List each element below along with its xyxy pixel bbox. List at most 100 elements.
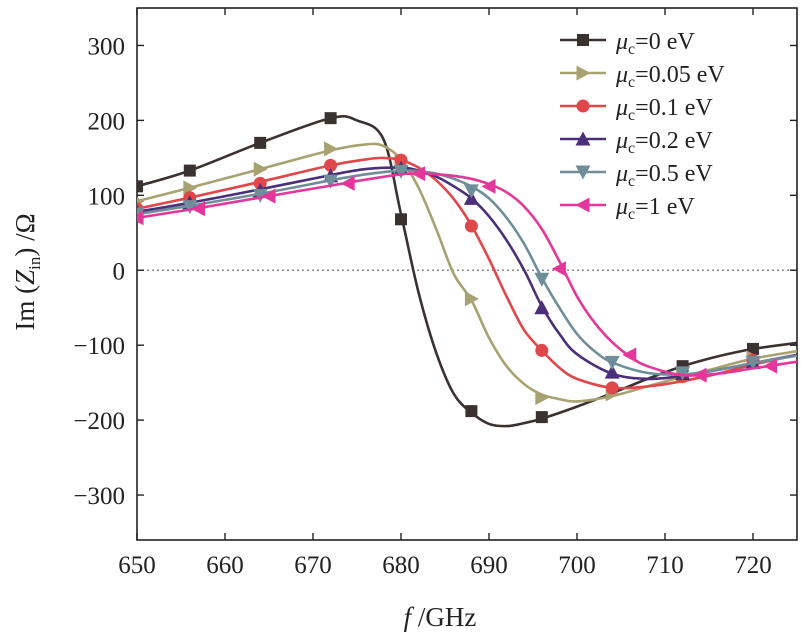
legend-marker (575, 165, 591, 180)
y-axis-label-prefix: Im ( (10, 285, 40, 331)
series-marker (535, 390, 550, 406)
x-tick-label: 700 (558, 552, 596, 579)
y-tick-label: 300 (88, 33, 126, 60)
series-marker (604, 364, 620, 379)
series-marker (464, 291, 479, 307)
series-line (137, 169, 797, 376)
series-layer (137, 112, 797, 428)
series-marker (463, 184, 479, 199)
series-marker (747, 342, 759, 355)
y-axis-label: Im (Zin) /Ω (10, 213, 44, 330)
series-line (137, 166, 797, 381)
series-marker (254, 136, 267, 149)
legend-marker (575, 197, 590, 213)
series-4 (137, 164, 797, 381)
x-tick-label: 670 (294, 552, 332, 579)
legend-label: μc=0.1 eV (615, 95, 713, 124)
legend-symbol: μ (615, 161, 628, 187)
x-axis-ticks: 650 660 670 680 690 700 710 720 (118, 8, 772, 579)
x-tick-label: 680 (382, 552, 420, 579)
series-marker (182, 200, 198, 215)
legend-subscript: c (628, 206, 635, 223)
legend-marker (576, 65, 591, 81)
legend-subscript: c (628, 140, 635, 157)
legend-value: =0.1 eV (635, 95, 713, 121)
series-marker (535, 411, 548, 424)
series-marker (323, 174, 339, 189)
series-marker (340, 175, 355, 191)
series-marker (481, 178, 496, 194)
legend-item: μc=0.05 eV (560, 62, 725, 91)
y-tick-label: −100 (73, 333, 125, 360)
y-axis-ticks: 300 200 100 0 −100 −200 −300 (73, 33, 797, 510)
series-marker (137, 180, 143, 193)
series-marker (191, 201, 206, 217)
legend-marker (576, 99, 590, 113)
y-tick-label: −300 (73, 483, 125, 510)
legend-item: μc=1 eV (560, 194, 695, 223)
series-marker (465, 405, 478, 418)
legend-value: =0.05 eV (635, 62, 725, 88)
series-marker (393, 164, 409, 179)
legend-value: =1 eV (635, 194, 695, 220)
plot-border (136, 7, 798, 541)
y-axis-label-suffix: ) /Ω (10, 213, 40, 256)
series-marker (535, 343, 549, 357)
x-axis-label-symbol: f (404, 602, 415, 632)
x-tick-label: 710 (646, 552, 684, 579)
series-line (137, 142, 797, 403)
legend-label: μc=0.05 eV (615, 62, 725, 91)
legend-subscript: c (628, 41, 635, 58)
legend-marker (577, 34, 589, 46)
series-marker (745, 355, 761, 370)
x-tick-label: 720 (734, 552, 772, 579)
series-line (137, 156, 797, 390)
legend-symbol: μ (615, 95, 628, 121)
legend-value: =0.5 eV (635, 161, 713, 187)
legend-subscript: c (628, 173, 635, 190)
legend-value: =0.2 eV (635, 128, 713, 154)
legend-item: μc=0 eV (560, 29, 695, 58)
series-marker (464, 219, 478, 233)
series-marker (394, 153, 408, 167)
series-marker (183, 164, 196, 177)
series-marker (183, 180, 198, 196)
legend-symbol: μ (615, 29, 628, 55)
legend-label: μc=1 eV (615, 194, 695, 223)
y-tick-label: −200 (73, 408, 125, 435)
legend-label: μc=0.5 eV (615, 161, 713, 190)
legend-subscript: c (628, 74, 635, 91)
x-axis-label: f /GHz (404, 602, 477, 632)
legend-label: μc=0 eV (615, 29, 695, 58)
series-marker (395, 213, 407, 226)
series-marker (324, 141, 339, 157)
x-tick-label: 650 (118, 552, 156, 579)
y-axis-label-symbol: Z (10, 269, 40, 285)
legend-symbol: μ (615, 194, 628, 220)
series-marker (253, 161, 268, 177)
series-marker (604, 355, 620, 370)
series-line (137, 172, 797, 377)
legend-subscript: c (628, 107, 635, 124)
series-marker (534, 300, 550, 315)
series-marker (324, 112, 337, 125)
y-tick-label: 200 (88, 108, 126, 135)
series-marker (605, 381, 619, 395)
series-marker (692, 367, 707, 383)
y-axis-label-subscript: in (25, 256, 44, 270)
series-marker (261, 188, 276, 204)
legend-value: =0 eV (635, 29, 695, 55)
series-marker (675, 366, 691, 381)
series-2 (137, 153, 797, 395)
legend-symbol: μ (615, 128, 628, 154)
series-5 (137, 166, 797, 383)
series-marker (763, 358, 778, 374)
legend-marker (575, 131, 591, 146)
legend-item: μc=0.5 eV (560, 161, 713, 190)
x-tick-label: 660 (206, 552, 244, 579)
legend-label: μc=0.2 eV (615, 128, 713, 157)
plot-area (136, 7, 798, 541)
legend-symbol: μ (615, 62, 628, 88)
